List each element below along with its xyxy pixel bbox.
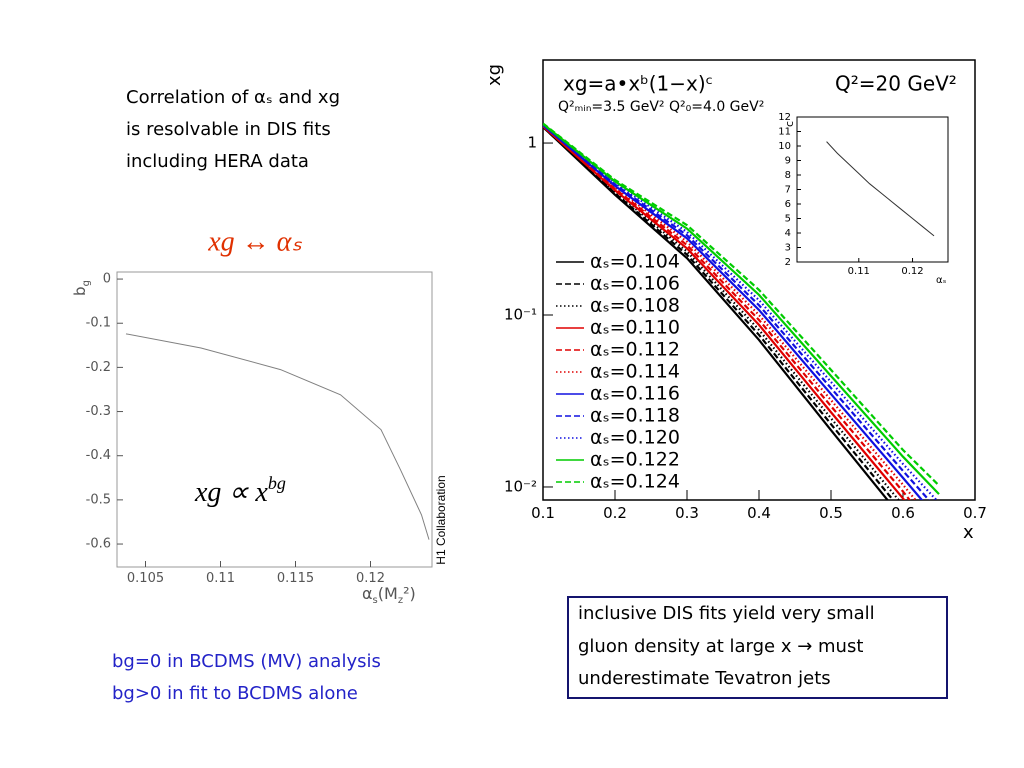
data-line — [543, 125, 906, 500]
subtitle: Q²ₘᵢₙ=3.5 GeV² Q²₀=4.0 GeV² — [558, 99, 764, 115]
data-line — [543, 123, 940, 495]
y-tick-label: 8 — [785, 170, 791, 181]
y-tick-label: -0.6 — [86, 537, 111, 552]
y-tick-label: 10 — [778, 141, 791, 152]
label-part: xg ∝ x — [194, 477, 268, 508]
x-tick-label: 0.3 — [675, 504, 699, 522]
y-tick-label: 10⁻¹ — [504, 306, 537, 324]
x-axis-label: αs(Mz²) — [362, 584, 416, 606]
legend-label: αₛ=0.112 — [590, 339, 680, 361]
x-tick-label: 0.115 — [277, 571, 314, 586]
y-tick-label: -0.2 — [86, 360, 111, 375]
y-tick-label: -0.1 — [86, 316, 111, 331]
x-axis-label: αₛ — [936, 275, 947, 286]
blue-note: bg=0 in BCDMS (MV) analysis — [112, 651, 381, 672]
data-line — [543, 126, 889, 500]
y-tick-label: 10⁻² — [504, 477, 537, 495]
label-part: bg — [268, 473, 286, 493]
plot-frame — [116, 271, 433, 568]
legend-label: αₛ=0.124 — [590, 471, 680, 493]
box-line: underestimate Tevatron jets — [578, 668, 831, 689]
y-tick-label: 11 — [778, 127, 791, 138]
y-axis-label: xg — [484, 64, 505, 86]
label-part: α — [362, 584, 373, 603]
x-tick-label: 0.12 — [356, 571, 385, 586]
x-tick-label: 0.11 — [848, 266, 870, 277]
y-tick-label: 2 — [785, 257, 791, 268]
x-tick-label: 0.1 — [531, 504, 555, 522]
y-tick-label: 6 — [785, 199, 791, 210]
box-line: gluon density at large x → must — [578, 636, 863, 657]
label-part: (M — [378, 584, 398, 603]
q2-label: Q²=20 GeV² — [835, 72, 957, 96]
y-tick-label: -0.5 — [86, 492, 111, 507]
y-tick-label: -0.4 — [86, 448, 111, 463]
label-part: s — [373, 595, 378, 606]
chart-title: xg=a•xᵇ(1−x)ᶜ — [563, 72, 713, 96]
annotation: xg ∝ xbg — [194, 473, 286, 508]
box-line: inclusive DIS fits yield very small — [578, 603, 875, 624]
legend-label: αₛ=0.122 — [590, 449, 680, 471]
legend-label: αₛ=0.120 — [590, 427, 680, 449]
x-tick-label: 0.12 — [901, 266, 923, 277]
legend-label: αₛ=0.110 — [590, 317, 680, 339]
data-line — [543, 124, 924, 500]
legend-label: αₛ=0.104 — [590, 251, 680, 273]
note-line: is resolvable in DIS fits — [126, 119, 331, 140]
blue-note: bg>0 in fit to BCDMS alone — [112, 683, 358, 704]
y-tick-label: 1 — [527, 134, 537, 152]
legend-label: αₛ=0.114 — [590, 361, 680, 383]
x-tick-label: 0.11 — [206, 571, 235, 586]
data-line — [543, 122, 940, 487]
y-tick-label: 5 — [785, 214, 791, 225]
x-tick-label: 0.2 — [603, 504, 627, 522]
x-tick-label: 0.6 — [891, 504, 915, 522]
y-tick-label: 0 — [103, 272, 111, 287]
label-part: g — [81, 280, 92, 286]
y-tick-label: -0.3 — [86, 404, 111, 419]
legend-label: αₛ=0.118 — [590, 405, 680, 427]
x-axis-label: x — [963, 522, 974, 543]
x-tick-label: 0.7 — [963, 504, 987, 522]
data-line — [543, 124, 931, 500]
label-part: b — [71, 286, 89, 296]
data-line — [543, 125, 901, 500]
y-axis-label: c — [783, 121, 796, 127]
data-line — [543, 124, 912, 500]
x-tick-label: 0.5 — [819, 504, 843, 522]
relation: xg ↔ αₛ — [207, 226, 302, 257]
y-tick-label: 3 — [785, 243, 791, 254]
y-tick-label: 9 — [785, 156, 791, 167]
y-tick-label: 4 — [785, 228, 791, 239]
data-line — [125, 333, 430, 540]
data-line — [543, 126, 895, 500]
x-tick-label: 0.4 — [747, 504, 771, 522]
note-box — [567, 596, 948, 699]
x-tick-label: 0.105 — [127, 571, 164, 586]
legend-label: αₛ=0.106 — [590, 273, 680, 295]
label-part: ²) — [403, 584, 416, 603]
legend-label: αₛ=0.108 — [590, 295, 680, 317]
y-tick-label: 12 — [778, 112, 791, 123]
label-part: z — [398, 595, 403, 606]
y-axis-label: bg — [71, 280, 92, 296]
note-line: including HERA data — [126, 151, 309, 172]
note-line: Correlation of αₛ and xg — [126, 87, 340, 108]
plot-frame — [796, 116, 949, 263]
legend-label: αₛ=0.116 — [590, 383, 680, 405]
side-label: H1 Collaboration — [434, 475, 448, 564]
y-tick-label: 7 — [785, 185, 791, 196]
data-line — [826, 141, 935, 237]
data-line — [543, 123, 938, 500]
